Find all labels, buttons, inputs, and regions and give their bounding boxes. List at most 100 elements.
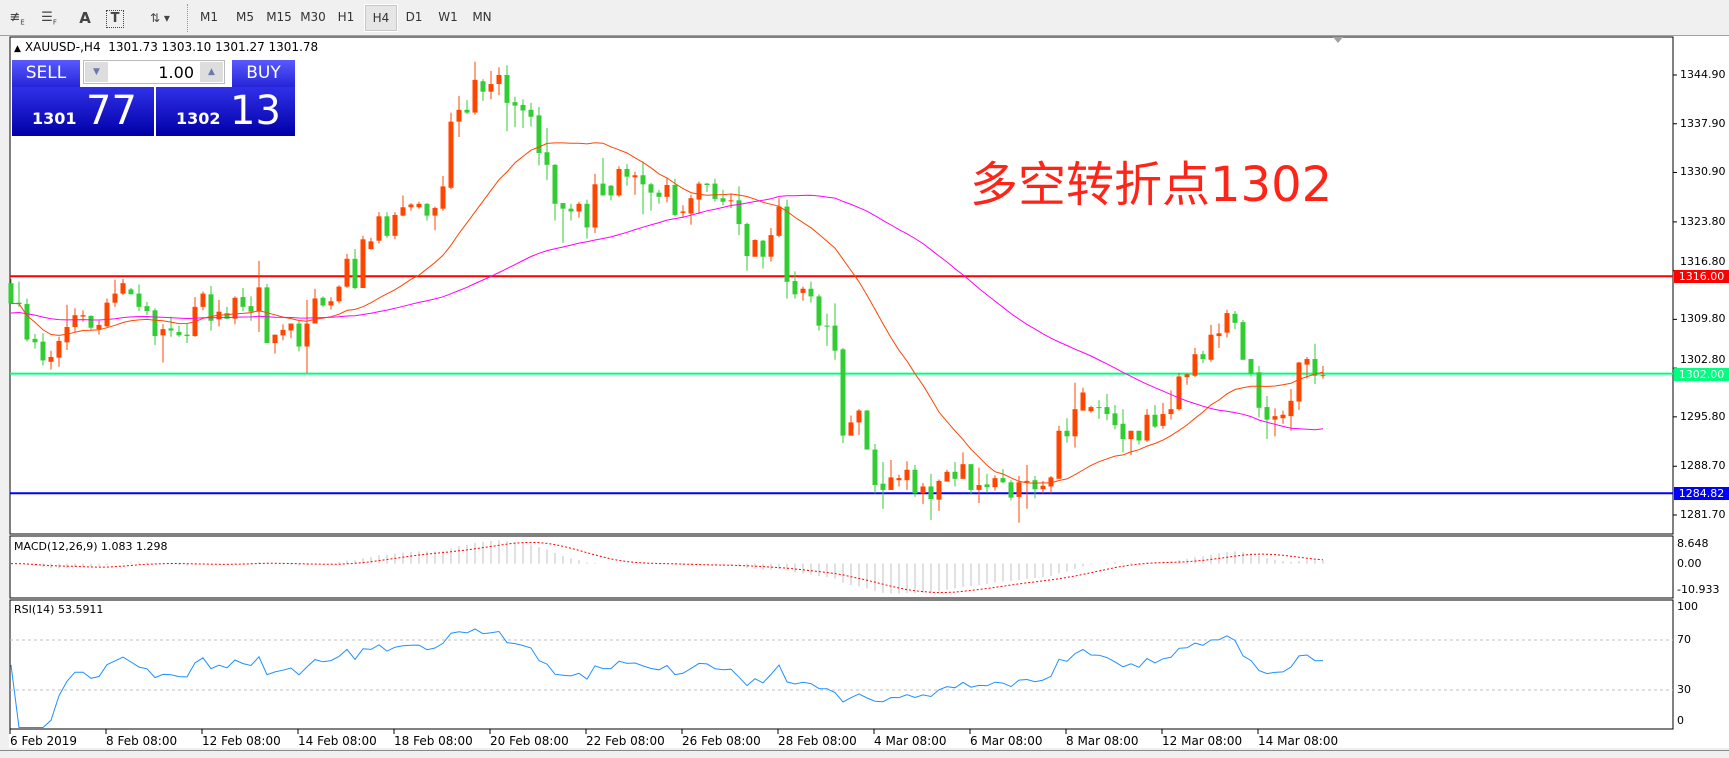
timeframe-m30-button[interactable]: M30 [300,10,326,24]
bearish-candle [176,331,182,336]
bullish-candle [1088,407,1094,412]
bearish-candle [840,349,846,436]
text-label-icon[interactable]: T [106,10,124,28]
bearish-candle [480,81,486,92]
price-tick-label: 1281.70 [1680,507,1726,521]
timeframe-m15-button[interactable]: M15 [266,10,292,24]
bullish-candle [1184,374,1190,378]
bearish-candle [712,183,718,199]
time-tick-label: 18 Feb 08:00 [394,734,473,748]
rsi-tick-label: 70 [1677,633,1691,646]
volume-stepper[interactable]: ▼ 1.00 ▲ [83,60,225,84]
text-icon[interactable]: A [79,9,91,27]
arrows-icon[interactable]: ⇅ ▾ [150,11,170,25]
bullish-candle [944,471,950,482]
bearish-candle [864,410,870,450]
bearish-candle [464,109,470,113]
ask-price-button[interactable]: 1302 13 [156,87,295,136]
time-tick-label: 12 Mar 08:00 [1162,734,1243,748]
bullish-candle [160,329,166,336]
bullish-candle [752,239,758,257]
bearish-candle [544,152,550,165]
bearish-candle [24,304,30,340]
time-tick-label: 14 Feb 08:00 [298,734,377,748]
bearish-candle [872,449,878,486]
buy-button[interactable]: BUY [232,60,295,87]
volume-decrease-icon[interactable]: ▼ [85,62,108,82]
pivot-annotation-text: 多空转折点1302 [970,157,1333,213]
bearish-candle [8,283,14,304]
rsi-label: RSI(14) 53.5911 [14,603,104,616]
time-tick-label: 28 Feb 08:00 [778,734,857,748]
bearish-candle [648,184,654,193]
bullish-candle [408,204,414,208]
chart-tabs-bar[interactable] [0,750,1729,758]
bearish-candle [1104,407,1110,415]
bullish-candle [936,480,942,500]
collapse-triangle-icon[interactable]: ▲ [14,44,21,54]
toolbar-separator [187,4,190,32]
bearish-candle [1240,322,1246,360]
bearish-candle [1000,478,1006,483]
bullish-candle [272,334,278,344]
symbol-header: XAUUSD-,H4 [24,40,101,54]
bullish-candle [200,293,206,307]
timeframe-m1-button[interactable]: M1 [200,10,218,24]
bullish-candle [664,184,670,197]
macd-label: MACD(12,26,9) 1.083 1.298 [14,540,168,553]
fibonacci-fan-icon[interactable]: ☰F [41,10,57,27]
bid-price-button[interactable]: 1301 77 [12,87,154,136]
bearish-candle [624,168,630,177]
bearish-candle [824,325,830,327]
timeframe-d1-button[interactable]: D1 [405,10,423,24]
bullish-candle [328,301,334,306]
bullish-candle [1080,392,1086,411]
bearish-candle [1096,407,1102,409]
volume-input[interactable]: 1.00 [158,63,194,82]
time-tick-label: 8 Feb 08:00 [106,734,178,748]
bullish-candle [368,241,374,250]
bearish-candle [984,484,990,488]
bullish-candle [1128,430,1134,440]
bullish-candle [448,121,454,188]
chart-header: ▲ XAUUSD-,H4 1301.73 1303.10 1301.27 1301… [14,40,318,54]
bearish-candle [720,198,726,202]
macd-signal-line [11,541,1324,594]
bearish-candle [528,109,534,117]
time-tick-label: 8 Mar 08:00 [1066,734,1139,748]
time-tick-label: 20 Feb 08:00 [490,734,569,748]
volume-increase-icon[interactable]: ▲ [200,62,223,82]
timeframe-mn-button[interactable]: MN [472,10,492,24]
fibonacci-expansion-icon[interactable]: ≢E [9,10,25,27]
bearish-candle [672,184,678,215]
bullish-candle [96,324,102,330]
bullish-candle [1288,400,1294,417]
bid-price-major: 1301 [32,109,77,128]
bearish-candle [536,115,542,153]
bullish-candle [992,478,998,488]
bullish-candle [336,286,342,302]
bearish-candle [832,325,838,351]
bullish-candle [776,206,782,236]
bullish-candle [1040,485,1046,490]
bearish-candle [1248,359,1254,374]
bullish-candle [576,203,582,212]
timeframe-h4-button[interactable]: H4 [364,4,398,32]
bullish-candle [1168,409,1174,415]
bullish-candle [1016,482,1022,497]
bullish-candle [856,410,862,423]
bearish-candle [880,483,886,490]
bearish-candle [520,104,526,111]
bullish-candle [632,175,638,178]
sell-button[interactable]: SELL [12,60,80,87]
bearish-candle [568,208,574,212]
bullish-candle [432,207,438,216]
timeframe-h1-button[interactable]: H1 [337,10,355,24]
chart-shift-marker-icon [1333,37,1343,43]
ask-price-minor: 13 [230,88,281,134]
bearish-candle [240,297,246,307]
bullish-candle [1304,359,1310,365]
timeframe-w1-button[interactable]: W1 [438,10,458,24]
timeframe-m5-button[interactable]: M5 [236,10,254,24]
